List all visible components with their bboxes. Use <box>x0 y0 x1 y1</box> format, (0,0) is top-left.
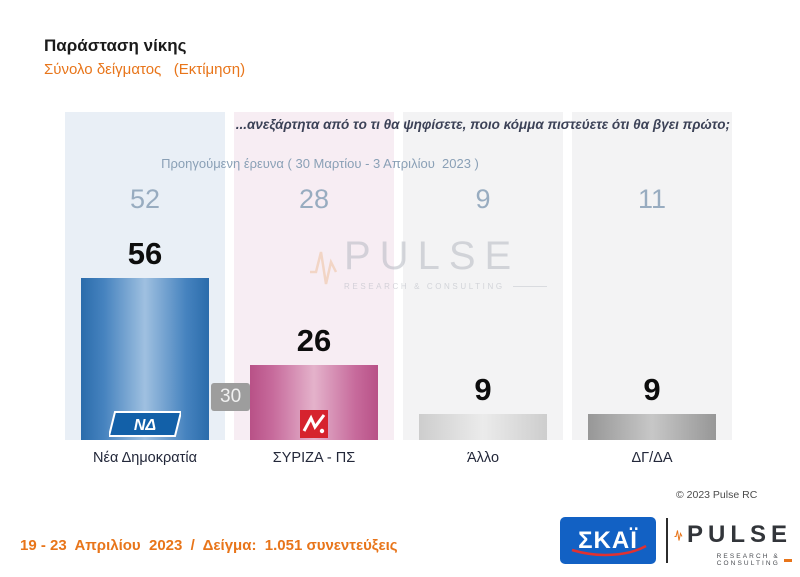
fieldwork-info: 19 - 23 Απριλίου 2023 / Δείγμα: 1.051 συ… <box>20 537 398 554</box>
bar-chart: 52 56 ΝΔ Νέα Δημοκρατία 28 26 <box>65 112 732 472</box>
bar-dk-na <box>588 414 716 440</box>
chart-column-other: 9 9 Άλλο <box>403 112 563 466</box>
previous-value: 52 <box>129 184 161 214</box>
current-value: 9 <box>643 372 661 407</box>
category-label: Άλλο <box>466 450 500 466</box>
copyright: © 2023 Pulse RC <box>676 489 758 501</box>
watermark-subtext: RESEARCH & CONSULTING <box>344 282 547 291</box>
pulse-logo: PULSE RESEARCH & CONSULTING <box>674 518 792 567</box>
pulse-waveform-icon <box>674 530 683 541</box>
category-label: ΔΓ/ΔΑ <box>631 450 673 466</box>
watermark-text: PULSE <box>344 234 521 278</box>
current-value: 56 <box>127 236 163 271</box>
page-title: Παράσταση νίκης <box>44 36 187 55</box>
survey-question: ...ανεξάρτητα από το τι θα ψηφίσετε, ποι… <box>235 117 730 132</box>
chart-column-syriza: 28 26 ΣΥΡΙΖΑ - ΠΣ <box>234 112 394 466</box>
previous-survey-label: Προηγούμενη έρευνα ( 30 Μαρτίου - 3 Απρι… <box>161 156 479 171</box>
nd-logo: ΝΔ <box>107 410 183 438</box>
category-label: Νέα Δημοκρατία <box>93 450 197 466</box>
pulse-watermark: PULSE RESEARCH & CONSULTING <box>308 234 547 294</box>
chart-column-dk-na: 11 9 ΔΓ/ΔΑ <box>572 112 732 466</box>
nd-logo-text: ΝΔ <box>134 417 157 434</box>
previous-value: 28 <box>298 184 330 214</box>
column-background <box>403 112 563 440</box>
previous-value: 11 <box>637 184 667 214</box>
skai-red-swoosh <box>571 544 647 557</box>
footer-divider <box>666 518 668 563</box>
page-subtitle: Σύνολο δείγματος (Εκτίμηση) <box>44 61 246 78</box>
chart-column-nea-dimokratia: 52 56 ΝΔ Νέα Δημοκρατία <box>65 112 225 466</box>
column-background <box>572 112 732 440</box>
bar-nea-dimokratia: ΝΔ <box>81 278 209 440</box>
lead-badge: 30 <box>211 383 251 411</box>
bar-other <box>419 414 547 440</box>
pulse-waveform-icon <box>310 251 338 285</box>
category-label: ΣΥΡΙΖΑ - ΠΣ <box>272 450 356 466</box>
current-value: 9 <box>474 372 492 407</box>
pulse-logo-subtext: RESEARCH & CONSULTING <box>674 553 792 567</box>
skai-logo-text: ΣΚΑΪ <box>578 526 638 554</box>
previous-value: 9 <box>475 184 491 214</box>
skai-logo: ΣΚΑΪ <box>560 517 656 564</box>
syriza-logo <box>300 410 328 438</box>
current-value: 26 <box>296 323 332 358</box>
bar-syriza <box>250 365 378 440</box>
pulse-logo-text: PULSE <box>686 521 792 548</box>
